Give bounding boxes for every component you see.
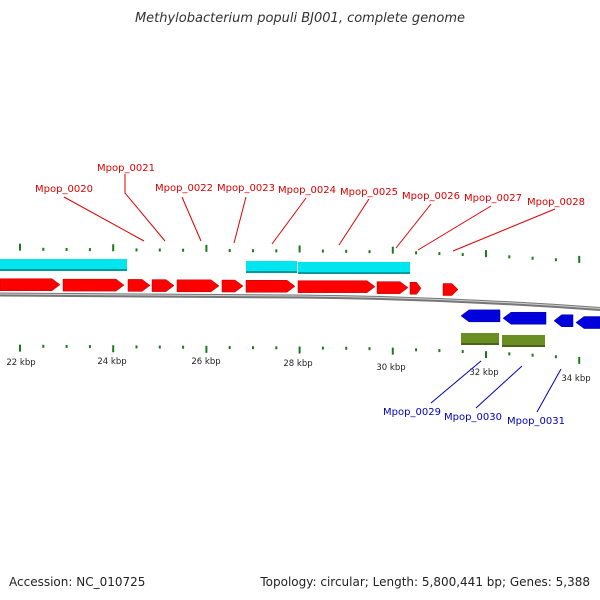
feature-bar: [298, 262, 410, 274]
feature-bar: [461, 333, 499, 345]
feature-bar: [246, 271, 297, 273]
feature-bar: [0, 259, 127, 271]
labels-reverse: Mpop_0029 Mpop_0030 Mpop_0031: [383, 360, 565, 427]
leader-line: [430, 360, 482, 404]
gene-label-mpop-0020: Mpop_0020: [35, 184, 93, 195]
scale-label: 24 kbp: [97, 357, 126, 367]
tick-marks-forward: [19, 243, 581, 263]
scale-label: 22 kbp: [6, 358, 35, 368]
feature-bar: [246, 261, 297, 273]
leader-line: [536, 368, 562, 413]
gene-arrow-forward: [221, 279, 244, 293]
gene-label-mpop-0027: Mpop_0027: [464, 193, 522, 204]
gene-arrow-reverse: [575, 316, 600, 329]
gene-arrow-forward: [176, 279, 220, 293]
gene-arrow-forward: [245, 280, 296, 293]
leader-line: [338, 198, 370, 246]
leader-line: [63, 196, 145, 242]
leader-line: [395, 203, 432, 249]
gene-label-mpop-0029: Mpop_0029: [383, 407, 441, 418]
gene-arrow-forward: [297, 280, 376, 293]
feature-bar: [502, 345, 545, 347]
features-reverse: [461, 333, 545, 347]
feature-bar: [461, 343, 499, 345]
tick-marks-reverse: [19, 344, 581, 364]
genes-forward: [0, 278, 459, 296]
gene-arrow-forward: [442, 283, 459, 296]
gene-arrow-forward: [409, 282, 422, 295]
gene-label-mpop-0031: Mpop_0031: [507, 416, 565, 427]
gene-label-mpop-0025: Mpop_0025: [340, 187, 398, 198]
leader-line: [452, 208, 556, 252]
gene-label-mpop-0030: Mpop_0030: [444, 412, 502, 423]
gene-label-mpop-0024: Mpop_0024: [278, 185, 336, 196]
genome-summary-text: Topology: circular; Length: 5,800,441 bp…: [259, 575, 590, 589]
gene-arrow-forward: [376, 281, 409, 294]
scale-label: 30 kbp: [376, 363, 405, 373]
gene-label-mpop-0022: Mpop_0022: [155, 183, 213, 194]
leader-line: [417, 205, 492, 251]
gene-label-mpop-0026: Mpop_0026: [402, 191, 460, 202]
scale-labels: 22 kbp 24 kbp 26 kbp 28 kbp 30 kbp 32 kb…: [6, 357, 590, 384]
leader-line: [475, 365, 523, 409]
genes-reverse: [460, 309, 600, 329]
gene-label-mpop-0028: Mpop_0028: [527, 197, 585, 208]
gene-arrow-forward: [151, 279, 175, 292]
gene-arrow-reverse: [502, 311, 547, 325]
accession-text: Accession: NC_010725: [9, 575, 145, 589]
gene-arrow-reverse: [553, 314, 574, 328]
feature-bar: [0, 269, 127, 271]
gene-arrow-forward: [127, 279, 151, 292]
scale-label: 28 kbp: [283, 359, 312, 369]
features-forward: [0, 259, 410, 274]
scale-label: 34 kbp: [561, 374, 590, 384]
gene-label-mpop-0023: Mpop_0023: [217, 183, 275, 194]
leader-line: [233, 196, 247, 244]
leader-line: [271, 197, 307, 245]
leader-line: [181, 196, 202, 242]
feature-bar: [298, 272, 410, 274]
genome-backbone: [0, 292, 600, 311]
scale-label: 32 kbp: [469, 368, 498, 378]
gene-arrow-forward: [0, 278, 61, 291]
gene-arrow-forward: [62, 278, 125, 292]
genome-backbone-highlight: [0, 293, 600, 309]
gene-arrow-reverse: [460, 309, 501, 323]
map-title: Methylobacterium populi BJ001, complete …: [135, 11, 465, 26]
feature-bar: [502, 335, 545, 347]
scale-label: 26 kbp: [191, 357, 220, 367]
gene-label-mpop-0021: Mpop_0021: [97, 163, 155, 174]
labels-forward: Mpop_0020 Mpop_0021 Mpop_0022 Mpop_0023 …: [35, 163, 585, 252]
leader-line: [124, 174, 166, 242]
